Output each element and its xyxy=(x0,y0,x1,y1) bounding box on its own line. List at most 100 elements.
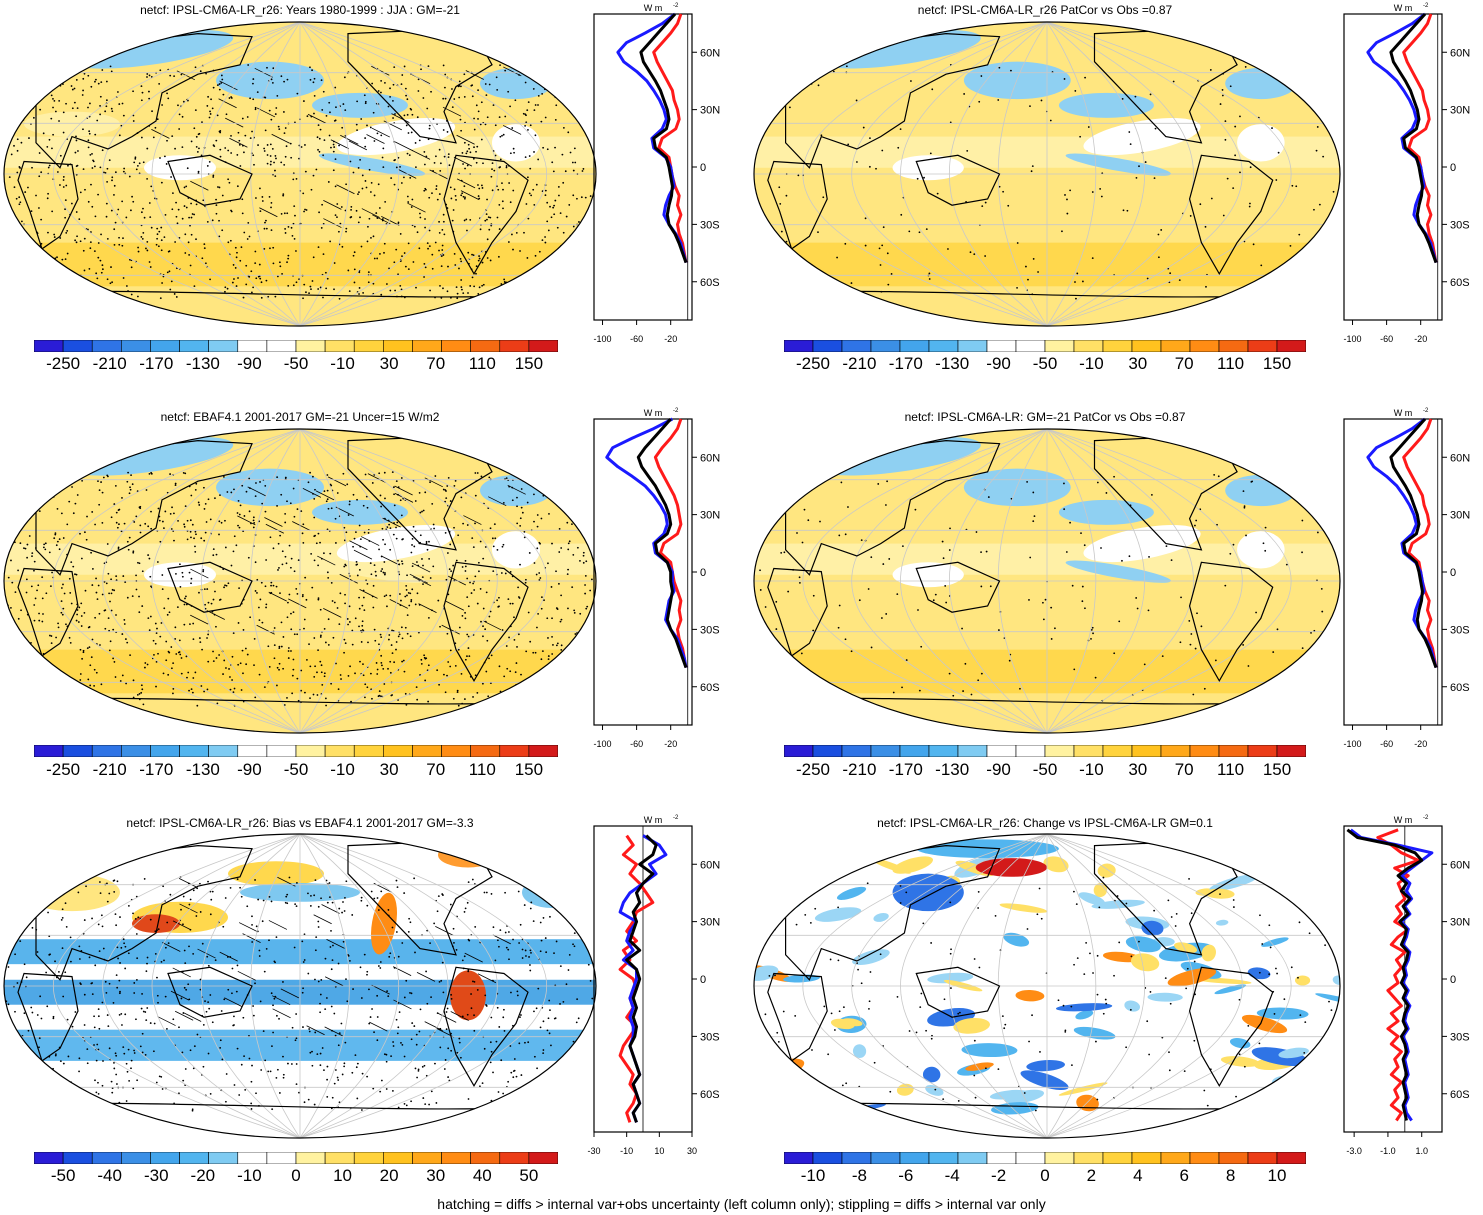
stipple-dot xyxy=(560,486,563,489)
stipple-dot xyxy=(978,100,981,103)
stipple-dot xyxy=(0,650,2,652)
stipple-dot xyxy=(16,138,19,141)
stipple-dot xyxy=(948,672,951,675)
hatch-line xyxy=(264,517,283,527)
stipple-dot xyxy=(562,181,565,184)
stipple-dot xyxy=(25,478,28,480)
stipple-dot xyxy=(271,81,274,84)
graticule-line xyxy=(299,834,350,1138)
stipple-dot xyxy=(473,146,475,149)
stipple-dot xyxy=(282,981,284,983)
stipple-dot xyxy=(321,109,324,111)
stipple-dot xyxy=(217,186,219,188)
stipple-dot xyxy=(1250,481,1253,483)
stipple-dot xyxy=(324,957,327,960)
stipple-dot xyxy=(567,969,570,971)
stipple-dot xyxy=(357,193,359,196)
x-tick-label: 30 xyxy=(687,1146,697,1156)
stipple-dot xyxy=(476,691,479,694)
hatch-line xyxy=(353,549,373,560)
colorbar-swatch xyxy=(179,745,209,757)
stipple-dot xyxy=(985,550,988,553)
stipple-dot xyxy=(269,143,272,146)
stipple-dot xyxy=(389,594,392,597)
stipple-dot xyxy=(313,894,316,897)
stipple-dot xyxy=(495,76,498,79)
stipple-dot xyxy=(124,945,127,948)
stipple-dot xyxy=(163,236,166,239)
stipple-dot xyxy=(290,226,293,229)
stipple-dot xyxy=(60,512,63,515)
stipple-dot xyxy=(282,1073,285,1076)
stipple-dot xyxy=(464,907,467,910)
stipple-dot xyxy=(51,210,54,213)
colorbar-swatch xyxy=(1073,745,1104,757)
stipple-dot xyxy=(404,626,407,629)
stipple-dot xyxy=(901,545,904,548)
stipple-dot xyxy=(64,208,66,211)
field-patch xyxy=(1167,968,1217,987)
stipple-dot xyxy=(312,81,315,84)
stipple-dot xyxy=(27,1029,30,1032)
stipple-dot xyxy=(133,1052,136,1054)
stipple-dot xyxy=(87,200,90,203)
stipple-dot xyxy=(2,1100,4,1102)
stipple-dot xyxy=(0,567,2,569)
stipple-dot xyxy=(868,1007,870,1010)
stipple-dot xyxy=(564,170,567,173)
stipple-dot xyxy=(429,942,431,945)
stipple-dot xyxy=(118,508,121,511)
stipple-dot xyxy=(1096,1098,1099,1101)
stipple-dot xyxy=(352,171,355,174)
graticule-line xyxy=(802,834,1048,1138)
stipple-dot xyxy=(146,962,148,965)
stipple-dot xyxy=(25,67,28,69)
stipple-dot xyxy=(8,506,11,508)
stipple-dot xyxy=(388,523,391,526)
stipple-dot xyxy=(491,162,494,164)
stipple-dot xyxy=(534,254,537,257)
stipple-dot xyxy=(541,92,544,95)
stipple-dot xyxy=(449,665,452,668)
stipple-dot xyxy=(48,164,51,167)
stipple-dot xyxy=(230,134,232,137)
stipple-dot xyxy=(165,640,168,643)
stipple-dot xyxy=(203,539,206,542)
stipple-dot xyxy=(379,252,381,255)
stipple-dot xyxy=(334,158,337,161)
stipple-dot xyxy=(1255,611,1257,614)
stipple-dot xyxy=(268,195,271,198)
stipple-dot xyxy=(8,643,11,646)
stipple-dot xyxy=(438,232,441,234)
y-tick-label: 30N xyxy=(1450,510,1470,522)
stipple-dot xyxy=(858,599,861,602)
hatch-line xyxy=(197,948,216,959)
field-patch xyxy=(144,155,216,181)
stipple-dot xyxy=(332,944,334,947)
stipple-dot xyxy=(311,69,313,72)
stipple-dot xyxy=(1301,519,1304,522)
stipple-dot xyxy=(530,194,533,197)
stipple-dot xyxy=(1049,119,1052,122)
stipple-dot xyxy=(303,210,305,213)
stipple-dot xyxy=(166,271,169,274)
stipple-dot xyxy=(80,602,83,605)
stipple-dot xyxy=(12,536,15,539)
colorbar-swatch xyxy=(237,745,268,757)
stipple-dot xyxy=(423,189,426,192)
stipple-dot xyxy=(869,137,871,139)
stipple-dot xyxy=(352,254,355,257)
stipple-dot xyxy=(582,551,585,554)
stipple-dot xyxy=(199,988,202,991)
stipple-dot xyxy=(537,273,540,275)
stipple-dot xyxy=(96,119,99,122)
stipple-dot xyxy=(555,104,558,107)
stipple-dot xyxy=(752,886,754,888)
stipple-dot xyxy=(460,260,463,263)
stipple-dot xyxy=(254,590,257,592)
stipple-dot xyxy=(236,512,239,514)
stipple-dot xyxy=(190,582,192,585)
stipple-dot xyxy=(524,578,527,581)
stipple-dot xyxy=(42,490,45,493)
stipple-dot xyxy=(140,236,143,238)
